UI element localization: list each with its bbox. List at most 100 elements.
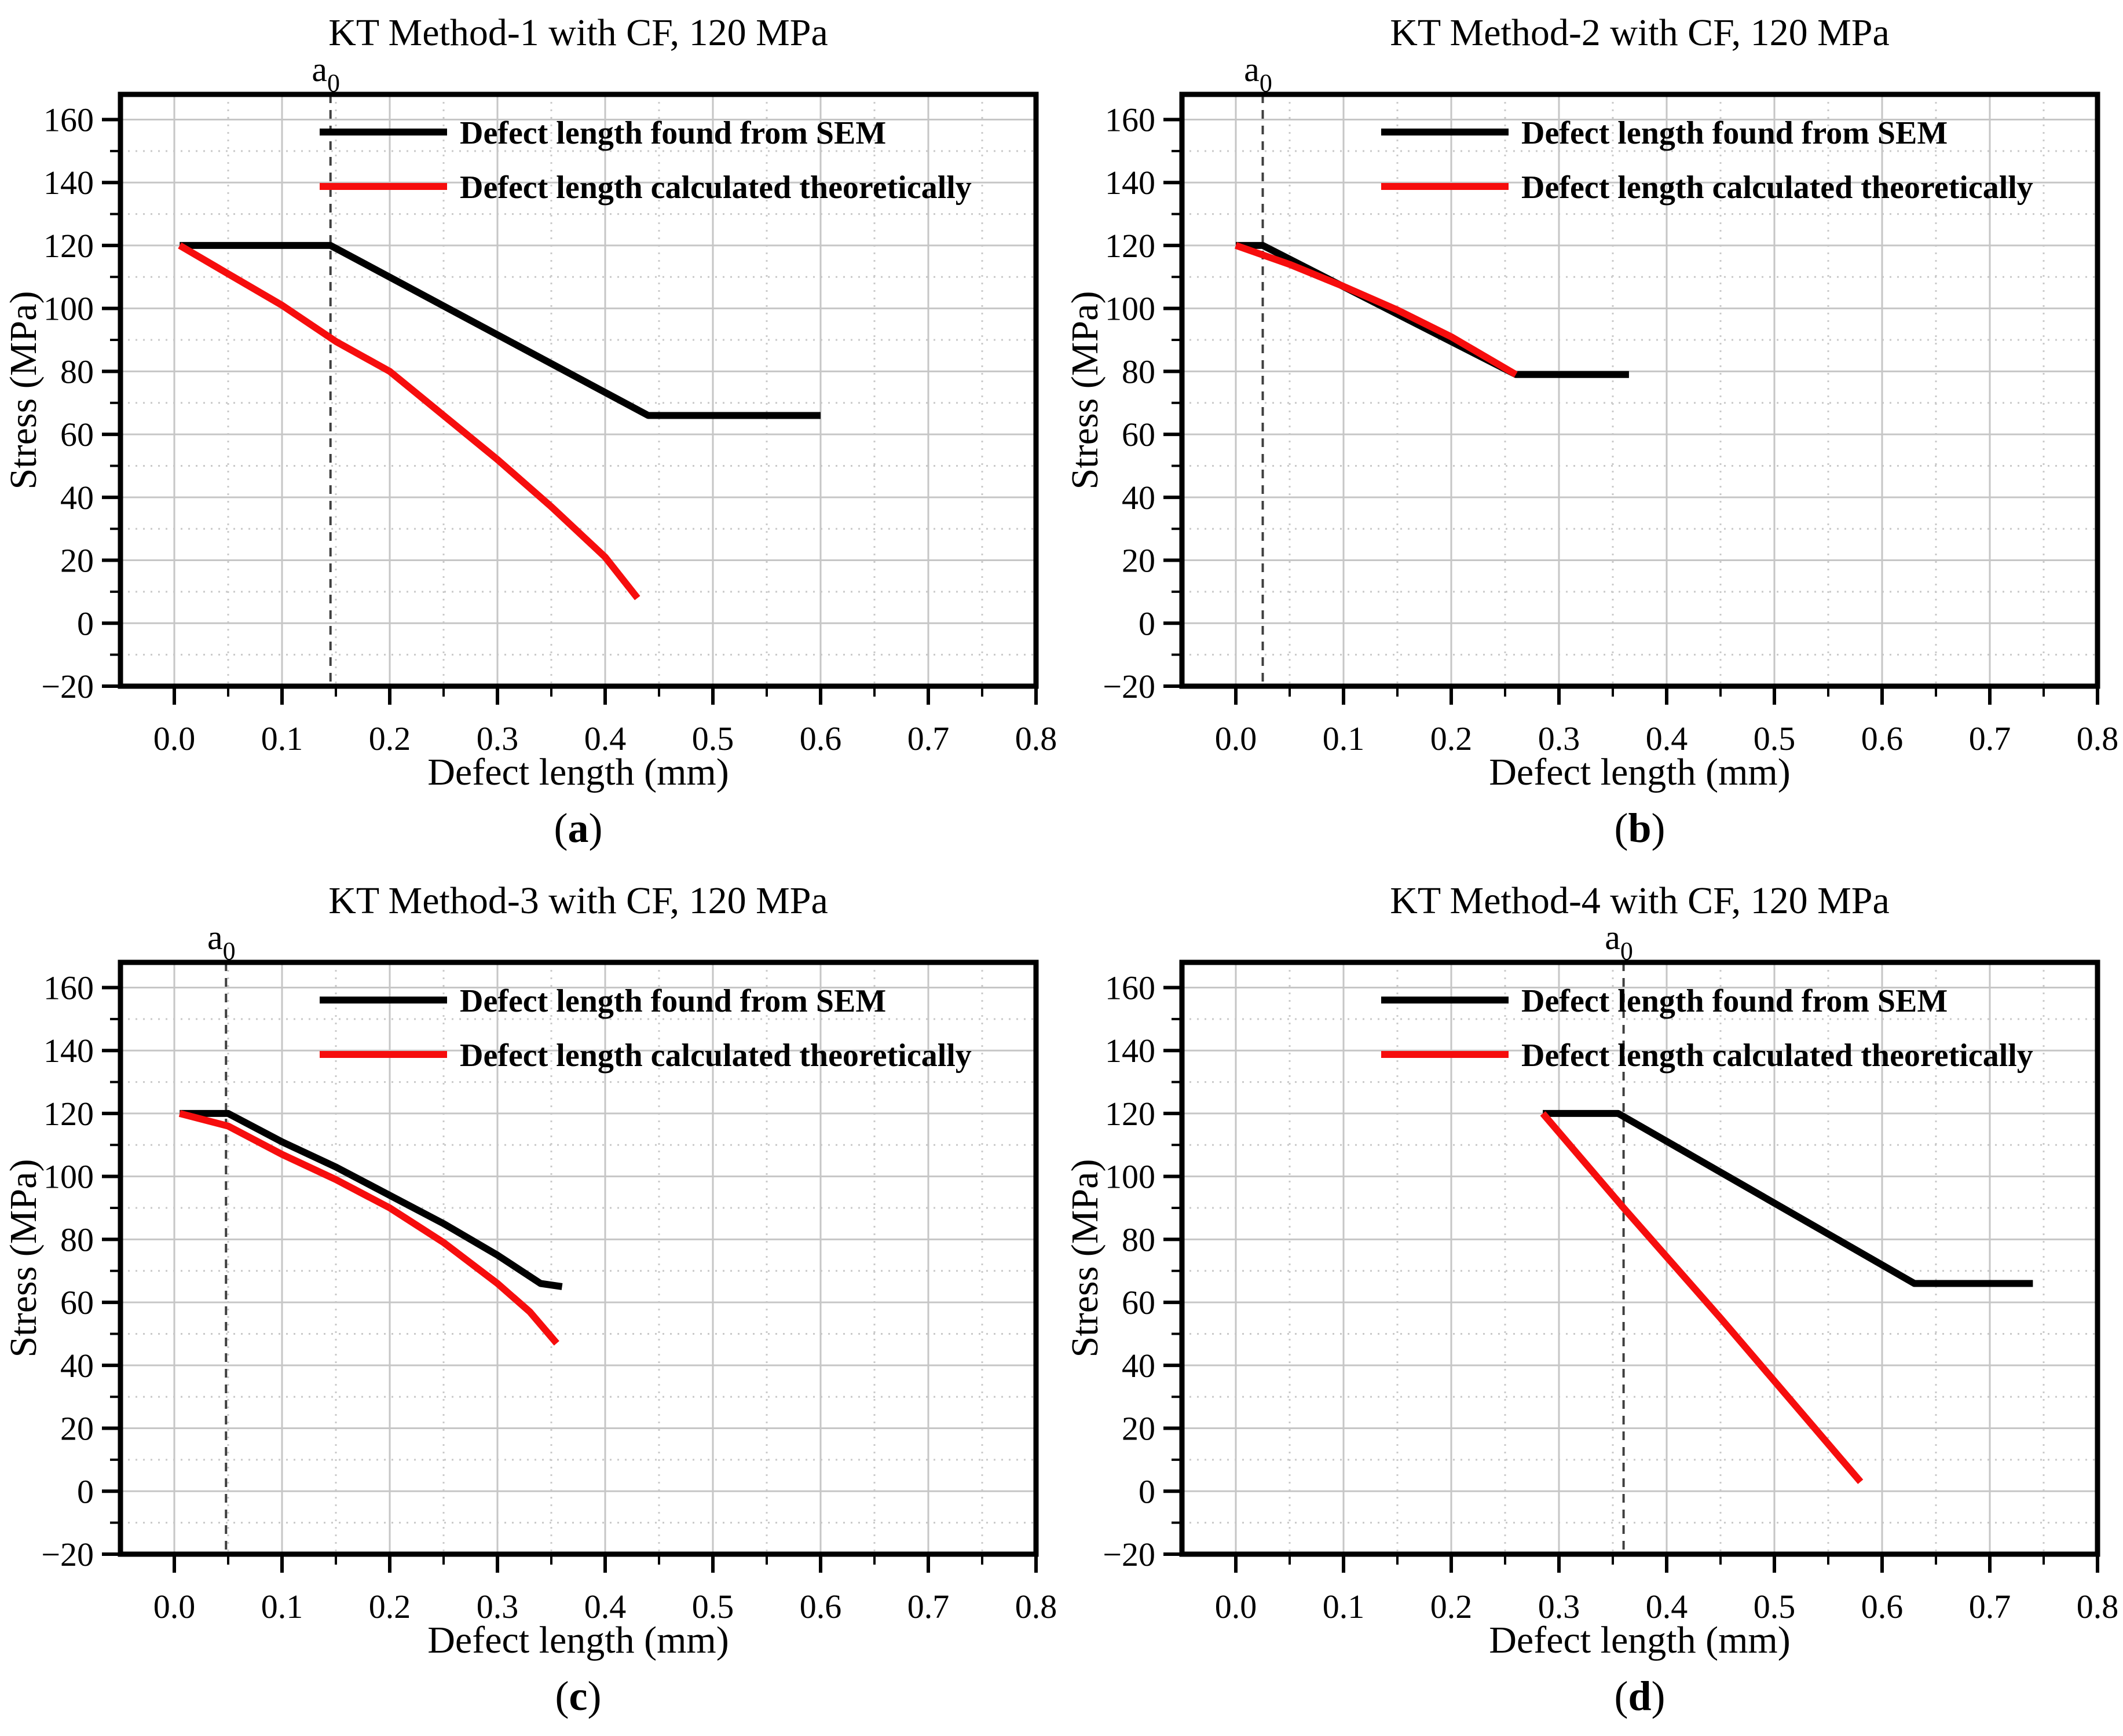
y-tick-label: 120 bbox=[43, 1095, 94, 1133]
legend-label: Defect length calculated theoretically bbox=[1521, 170, 2033, 206]
caption-letter: b bbox=[1628, 805, 1652, 851]
x-tick-label: 0.6 bbox=[1861, 720, 1904, 757]
x-tick-label: 0.3 bbox=[477, 1588, 519, 1625]
y-tick-label: 20 bbox=[60, 1410, 94, 1448]
x-tick-label: 0.8 bbox=[1015, 720, 1057, 757]
chart-background bbox=[1062, 0, 2123, 799]
plot-box-spines bbox=[1179, 91, 2100, 689]
caption-open-paren: ( bbox=[1614, 1673, 1628, 1719]
x-axis-label: Defect length (mm) bbox=[1489, 751, 1790, 793]
minor-gridlines bbox=[120, 962, 1036, 1554]
x-tick-label: 0.7 bbox=[1969, 1588, 2011, 1625]
series-theory-line bbox=[1235, 242, 1518, 378]
panel-caption-d: (d) bbox=[1062, 1667, 2123, 1725]
axis-ticks bbox=[102, 986, 1038, 1573]
y-tick-label: 100 bbox=[43, 290, 94, 328]
y-tick-label: 120 bbox=[43, 227, 94, 265]
x-tick-label: 0.7 bbox=[907, 1588, 950, 1625]
y-tick-label: −20 bbox=[41, 668, 94, 705]
y-axis-label: Stress (MPa) bbox=[1064, 291, 1106, 490]
y-tick-label: 160 bbox=[1105, 101, 1155, 138]
chart-title: KT Method-2 with CF, 120 MPa bbox=[1390, 12, 1890, 54]
x-tick-label: 0.3 bbox=[1538, 1588, 1580, 1625]
x-tick-label: 0.2 bbox=[1430, 720, 1473, 757]
y-tick-label: 20 bbox=[1122, 1410, 1155, 1448]
x-tick-label: 0.8 bbox=[1015, 1588, 1057, 1625]
series-theory-line bbox=[1540, 1111, 1864, 1484]
x-tick-label: 0.6 bbox=[1861, 1588, 1904, 1625]
y-tick-label: 80 bbox=[60, 1221, 94, 1258]
y-tick-label: 80 bbox=[1122, 1221, 1155, 1258]
caption-letter: c bbox=[569, 1673, 588, 1719]
caption-letter: d bbox=[1628, 1673, 1652, 1719]
panel-caption-a: (a) bbox=[0, 799, 1062, 857]
legend-label: Defect length calculated theoretically bbox=[460, 1038, 972, 1074]
legend-label: Defect length calculated theoretically bbox=[1521, 1038, 2033, 1074]
x-tick-label: 0.1 bbox=[261, 720, 303, 757]
y-tick-label: 60 bbox=[1122, 416, 1155, 453]
legend: Defect length found from SEM Defect lengt… bbox=[320, 115, 972, 206]
x-axis-label: Defect length (mm) bbox=[427, 751, 729, 793]
caption-close-paren: ) bbox=[587, 1673, 602, 1719]
x-tick-label: 0.5 bbox=[1754, 1588, 1796, 1625]
legend: Defect length found from SEM Defect lengt… bbox=[1381, 983, 2033, 1074]
y-tick-label: 40 bbox=[60, 479, 94, 517]
x-tick-label: 0.8 bbox=[2077, 1588, 2119, 1625]
y-tick-label: 80 bbox=[60, 353, 94, 390]
y-tick-label: 40 bbox=[1122, 1347, 1155, 1385]
series-theory-line bbox=[178, 242, 640, 600]
chart-background bbox=[0, 868, 1062, 1667]
x-tick-label: 0.5 bbox=[692, 1588, 734, 1625]
x-tick-label: 0.7 bbox=[907, 720, 950, 757]
legend-label: Defect length found from SEM bbox=[1521, 983, 1948, 1019]
series-sem-line bbox=[180, 241, 821, 419]
x-tick-label: 0.0 bbox=[1215, 720, 1257, 757]
caption-letter: a bbox=[568, 805, 589, 851]
minor-gridlines bbox=[120, 94, 1036, 686]
series-sem-line bbox=[1543, 1109, 2033, 1287]
legend-label: Defect length found from SEM bbox=[1521, 115, 1948, 151]
a0-annotation-label: a0 bbox=[1605, 918, 1633, 965]
y-tick-label: 40 bbox=[1122, 479, 1155, 517]
y-tick-label: 100 bbox=[43, 1158, 94, 1196]
y-tick-label: −20 bbox=[41, 1536, 94, 1573]
x-tick-label: 0.2 bbox=[369, 1588, 411, 1625]
x-tick-label: 0.1 bbox=[1323, 1588, 1365, 1625]
chart-panel-d: 0.0 0.1 0.2 0.3 0.4 0.5 0.6 0.7 0.8 −20 0 20 40 60 80 1… bbox=[1062, 868, 2123, 1736]
y-tick-label: 100 bbox=[1105, 1158, 1155, 1196]
chart-panel-b: 0.0 0.1 0.2 0.3 0.4 0.5 0.6 0.7 0.8 −20 0 20 40 60 80 1… bbox=[1062, 0, 2123, 868]
a0-annotation-label: a0 bbox=[312, 50, 340, 97]
kt-method-4-chart: 0.0 0.1 0.2 0.3 0.4 0.5 0.6 0.7 0.8 −20 0 20 40 60 80 1… bbox=[1062, 868, 2123, 1667]
axis-ticks bbox=[102, 118, 1038, 705]
x-tick-label: 0.8 bbox=[2077, 720, 2119, 757]
x-tick-label: 0.6 bbox=[800, 1588, 842, 1625]
y-tick-label: 140 bbox=[1105, 1032, 1155, 1070]
x-tick-label: 0.0 bbox=[153, 1588, 196, 1625]
y-axis-label: Stress (MPa) bbox=[2, 291, 45, 490]
x-tick-label: 0.2 bbox=[1430, 1588, 1473, 1625]
caption-close-paren: ) bbox=[1651, 805, 1666, 851]
y-axis-label: Stress (MPa) bbox=[1064, 1159, 1106, 1358]
y-tick-label: 0 bbox=[77, 1473, 94, 1510]
series-theory-line bbox=[178, 1110, 559, 1346]
x-tick-label: 0.4 bbox=[584, 720, 627, 757]
caption-open-paren: ( bbox=[1614, 805, 1628, 851]
kt-method-1-chart: 0.0 0.1 0.2 0.3 0.4 0.5 0.6 0.7 0.8 −20 0 20 40 60 80 1… bbox=[0, 0, 1062, 799]
y-tick-label: −20 bbox=[1103, 1536, 1155, 1573]
legend-label: Defect length calculated theoretically bbox=[460, 170, 972, 206]
x-tick-label: 0.5 bbox=[692, 720, 734, 757]
x-tick-label: 0.5 bbox=[1754, 720, 1796, 757]
x-tick-label: 0.1 bbox=[1323, 720, 1365, 757]
y-tick-label: 160 bbox=[43, 969, 94, 1006]
y-tick-label: 80 bbox=[1122, 353, 1155, 390]
y-tick-label: 120 bbox=[1105, 227, 1155, 265]
y-tick-label: 0 bbox=[1139, 605, 1155, 642]
y-tick-label: 140 bbox=[43, 1032, 94, 1070]
major-gridlines bbox=[120, 962, 1037, 1554]
caption-open-paren: ( bbox=[555, 1673, 569, 1719]
x-tick-label: 0.3 bbox=[1538, 720, 1580, 757]
y-tick-label: 60 bbox=[60, 416, 94, 453]
a0-annotation-label: a0 bbox=[207, 918, 236, 965]
x-tick-label: 0.4 bbox=[584, 1588, 627, 1625]
